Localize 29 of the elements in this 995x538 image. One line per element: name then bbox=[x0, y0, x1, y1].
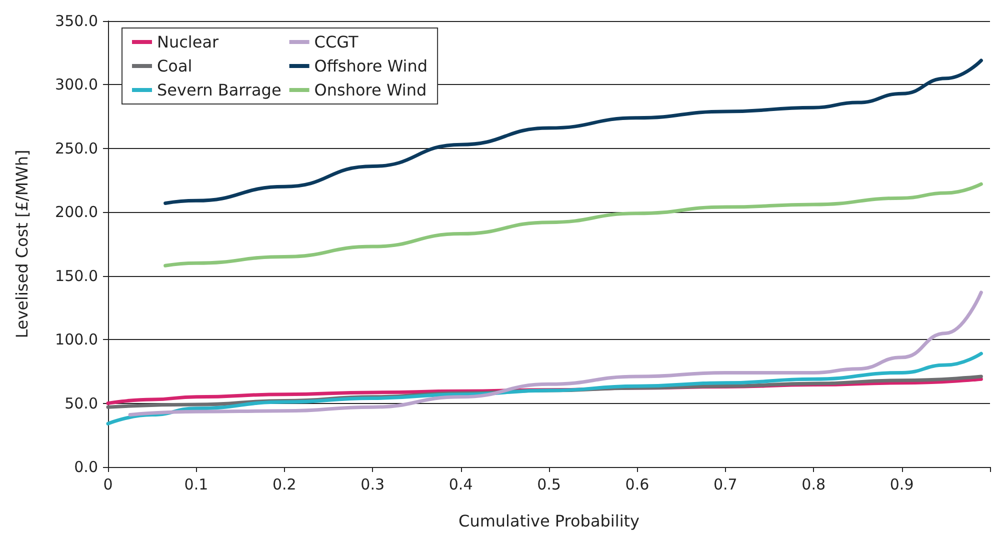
x-axis-title: Cumulative Probability bbox=[458, 512, 640, 530]
x-tick-label: 0.6 bbox=[625, 476, 650, 494]
x-tick-label: 0.2 bbox=[272, 476, 296, 494]
x-tick-label: 0.7 bbox=[713, 476, 738, 494]
line-series bbox=[106, 352, 983, 426]
line-series bbox=[164, 182, 983, 268]
y-tick-label: 50.0 bbox=[64, 394, 98, 412]
x-tick-label: 0.1 bbox=[184, 476, 208, 494]
y-tick-label: 0.0 bbox=[74, 458, 98, 476]
legend-label: Severn Barrage bbox=[157, 80, 282, 100]
legend-label: Coal bbox=[157, 56, 192, 76]
y-axis-title: Levelised Cost [£/MWh] bbox=[12, 150, 32, 338]
legend-label: Offshore Wind bbox=[314, 56, 428, 76]
y-tick-label: 300.0 bbox=[55, 76, 98, 94]
x-tick-label: 0.3 bbox=[360, 476, 385, 494]
line-series bbox=[128, 290, 983, 417]
x-tick-label: 0.4 bbox=[448, 476, 473, 494]
legend-label: Onshore Wind bbox=[314, 80, 427, 100]
x-tick-label: 0.5 bbox=[537, 476, 561, 494]
legend-label: Nuclear bbox=[157, 32, 219, 52]
y-tick-label: 250.0 bbox=[55, 139, 98, 158]
legend-label: CCGT bbox=[314, 32, 358, 52]
x-tick-label: 0.8 bbox=[802, 476, 826, 494]
y-tick-label: 100.0 bbox=[55, 330, 98, 349]
y-tick-label: 200.0 bbox=[55, 203, 98, 222]
x-tick-label: 0.9 bbox=[890, 476, 914, 494]
y-tick-label: 350.0 bbox=[55, 12, 98, 30]
x-tick-label: 0 bbox=[103, 476, 113, 494]
y-tick-label: 150.0 bbox=[55, 266, 98, 285]
